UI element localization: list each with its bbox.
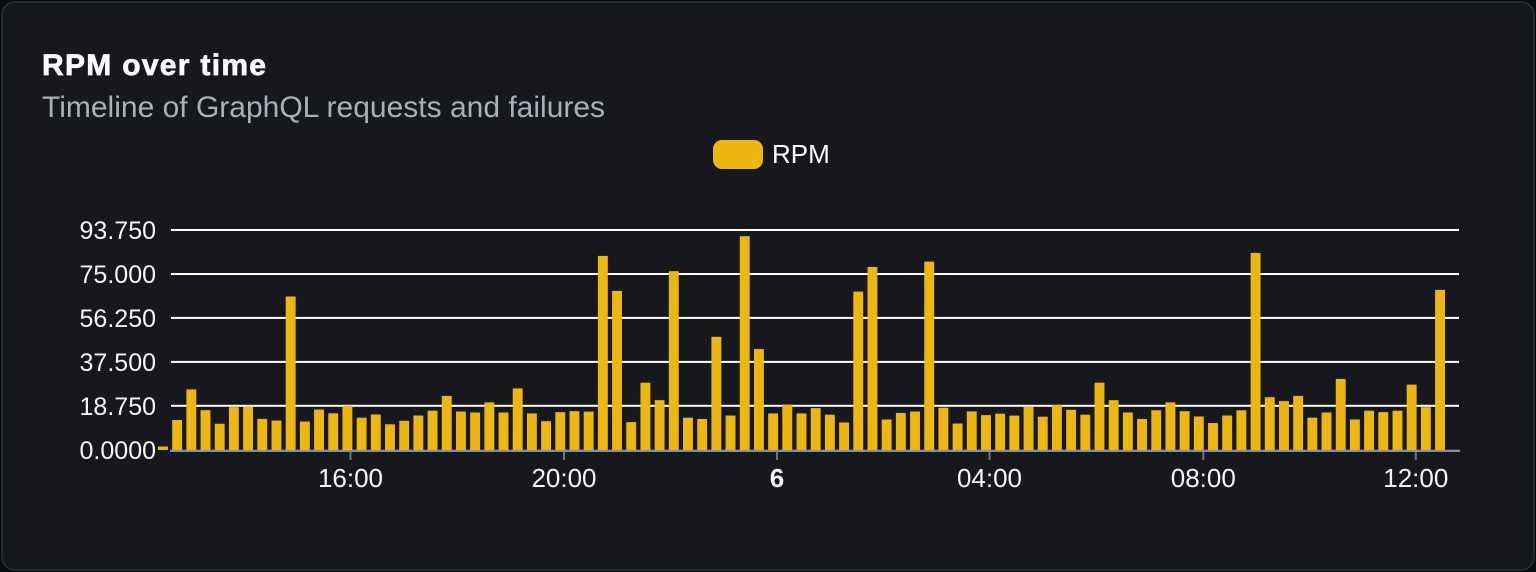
svg-text:93.750: 93.750: [80, 217, 156, 245]
svg-text:08:00: 08:00: [1171, 463, 1236, 493]
svg-text:56.250: 56.250: [80, 305, 156, 333]
svg-text:75.000: 75.000: [80, 261, 156, 289]
svg-text:6: 6: [770, 463, 784, 493]
svg-text:04:00: 04:00: [957, 463, 1022, 493]
svg-text:37.500: 37.500: [80, 349, 156, 377]
svg-text:12:00: 12:00: [1383, 463, 1448, 493]
svg-text:0.0000: 0.0000: [80, 437, 156, 465]
svg-text:20:00: 20:00: [531, 463, 596, 493]
svg-text:16:00: 16:00: [318, 463, 383, 493]
svg-text:18.750: 18.750: [80, 393, 156, 421]
